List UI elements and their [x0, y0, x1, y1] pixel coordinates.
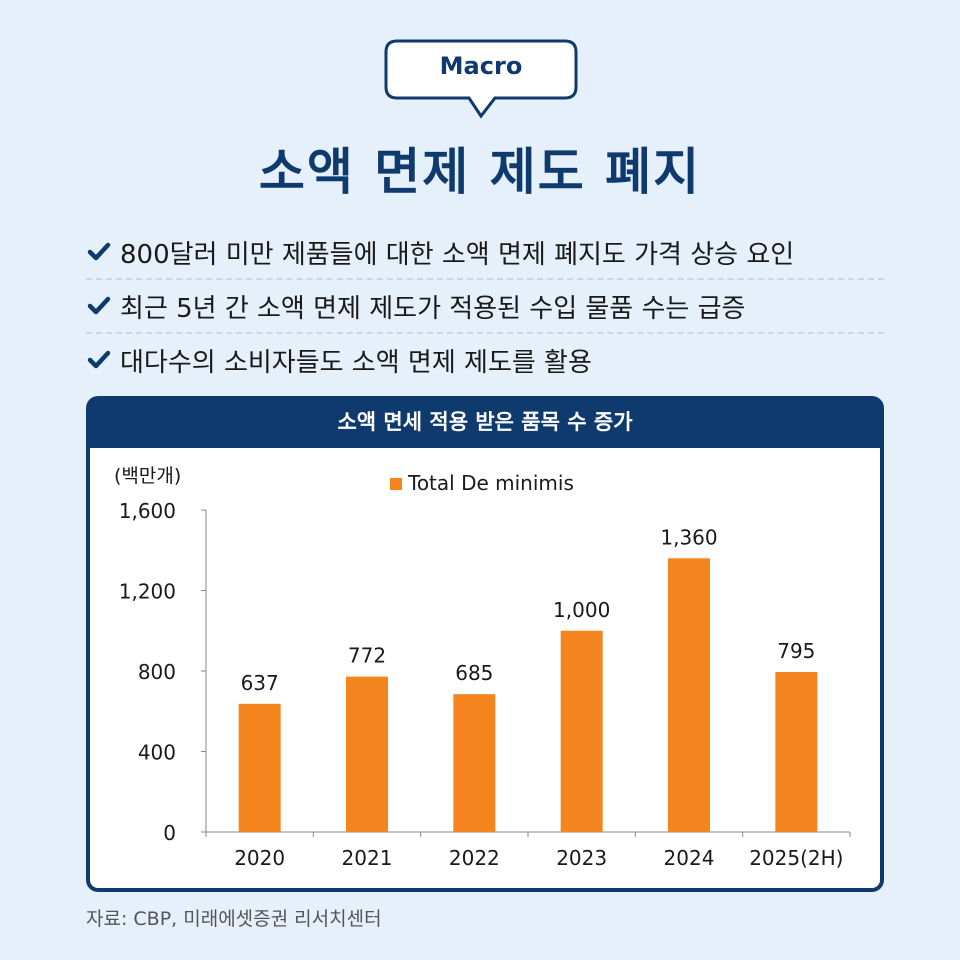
- chart-title: 소액 면세 적용 받은 품목 수 증가: [337, 410, 633, 434]
- legend-swatch: [390, 478, 402, 490]
- bar-value-label: 637: [241, 671, 279, 695]
- bar-value-label: 685: [455, 661, 493, 685]
- badge-label: Macro: [439, 52, 523, 80]
- bar: [453, 694, 496, 832]
- y-unit-label: (백만개): [114, 465, 181, 487]
- chart-panel: 소액 면세 적용 받은 품목 수 증가 (백만개) Total De minimi…: [86, 396, 884, 892]
- x-tick-label: 2024: [664, 846, 715, 870]
- bullet-list: 800달러 미만 제품들에 대한 소액 면제 폐지도 가격 상승 요인 최근 5…: [86, 226, 884, 386]
- bar-value-label: 795: [777, 639, 815, 663]
- x-tick-label: 2025(2H): [749, 846, 843, 870]
- x-tick-label: 2022: [449, 846, 500, 870]
- x-tick-label: 2020: [234, 846, 285, 870]
- bar: [346, 676, 388, 832]
- bar-value-label: 772: [348, 644, 386, 668]
- speech-bubble-icon: [384, 39, 578, 119]
- x-tick-label: 2021: [342, 846, 393, 870]
- bar: [238, 703, 281, 832]
- bullet-text: 최근 5년 간 소액 면제 제도가 적용된 수입 물품 수는 급증: [120, 293, 746, 324]
- page-title: 소액 면제 제도 폐지: [258, 143, 702, 201]
- bar-value-label: 1,360: [660, 525, 717, 549]
- macro-badge: Macro: [383, 38, 579, 120]
- check-icon: [87, 296, 111, 315]
- bullet-item: 최근 5년 간 소액 면제 제도가 적용된 수입 물품 수는 급증: [86, 280, 884, 334]
- bar: [560, 630, 603, 832]
- bar-value-label: 1,000: [553, 598, 610, 622]
- y-tick-label: 1,600: [119, 499, 176, 523]
- bar: [775, 672, 818, 832]
- bar-chart: (백만개) Total De minimis 0 400 800 1,200 1,600 63…: [114, 465, 851, 870]
- chart-area: (백만개) Total De minimis 0 400 800 1,200 1,600 63…: [90, 448, 880, 888]
- y-tick-label: 400: [138, 741, 176, 765]
- x-tick-label: 2023: [556, 846, 607, 870]
- bullet-text: 800달러 미만 제품들에 대한 소액 면제 폐지도 가격 상승 요인: [120, 239, 795, 270]
- y-tick-label: 1,200: [119, 580, 176, 604]
- bullet-item: 대다수의 소비자들도 소액 면제 제도를 활용: [86, 334, 884, 386]
- y-tick-label: 800: [138, 660, 176, 684]
- y-tick-label: 0: [163, 821, 176, 845]
- bullet-item: 800달러 미만 제품들에 대한 소액 면제 폐지도 가격 상승 요인: [86, 226, 884, 280]
- bar: [668, 558, 710, 832]
- legend-label: Total De minimis: [407, 471, 574, 495]
- bullet-text: 대다수의 소비자들도 소액 면제 제도를 활용: [120, 347, 592, 378]
- check-icon: [87, 242, 111, 261]
- check-icon: [87, 350, 111, 369]
- source-note: 자료: CBP, 미래에셋증권 리서치센터: [86, 908, 382, 930]
